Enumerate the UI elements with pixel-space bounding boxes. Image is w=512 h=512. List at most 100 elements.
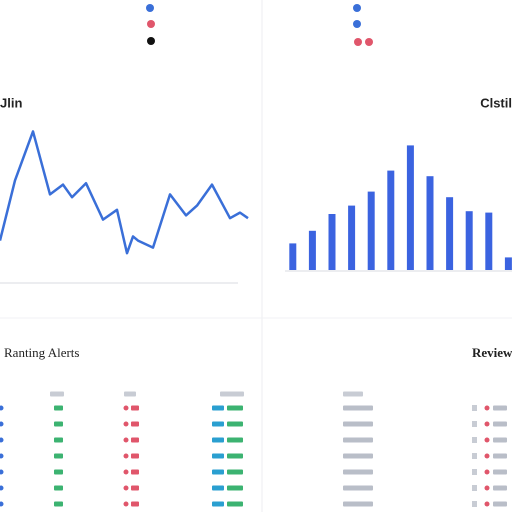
row-box xyxy=(472,453,477,459)
text-placeholder xyxy=(343,421,373,427)
row-dot xyxy=(0,421,4,427)
bar xyxy=(289,243,297,270)
legend-dot xyxy=(353,4,361,12)
text-placeholder xyxy=(124,391,136,397)
text-placeholder xyxy=(131,453,139,459)
bar xyxy=(426,176,434,270)
text-placeholder xyxy=(493,469,507,475)
text-placeholder xyxy=(343,405,373,411)
bar xyxy=(367,191,375,270)
text-placeholder xyxy=(54,437,63,443)
legend-dot xyxy=(354,38,362,46)
text-placeholder xyxy=(131,405,139,411)
legend-dot xyxy=(147,20,155,28)
text-placeholder xyxy=(227,469,243,475)
row-dot xyxy=(123,501,129,507)
text-placeholder xyxy=(54,405,63,411)
text-placeholder xyxy=(54,485,63,491)
bar xyxy=(465,211,473,270)
row-dot xyxy=(123,421,129,427)
legend-dot xyxy=(147,37,155,45)
section-title: Ranting Alerts xyxy=(4,345,79,360)
text-placeholder xyxy=(227,501,243,507)
text-placeholder xyxy=(493,421,507,427)
bar xyxy=(504,257,512,270)
row-dot xyxy=(0,469,4,475)
text-placeholder xyxy=(131,469,139,475)
text-placeholder xyxy=(212,485,224,491)
text-placeholder xyxy=(227,405,243,411)
row-box xyxy=(472,469,477,475)
row-dot xyxy=(484,437,490,443)
row-dot xyxy=(0,453,4,459)
text-placeholder xyxy=(212,405,224,411)
text-placeholder xyxy=(493,437,507,443)
text-placeholder xyxy=(227,453,243,459)
text-placeholder xyxy=(220,391,244,397)
row-dot xyxy=(484,501,490,507)
legend-dot xyxy=(365,38,373,46)
bar xyxy=(348,205,356,270)
text-placeholder xyxy=(212,453,224,459)
row-box xyxy=(472,501,477,507)
text-placeholder xyxy=(343,501,373,507)
row-dot xyxy=(123,405,129,411)
text-placeholder xyxy=(50,391,64,397)
row-dot xyxy=(123,469,129,475)
text-placeholder xyxy=(343,437,373,443)
row-dot xyxy=(0,485,4,491)
text-placeholder xyxy=(131,501,139,507)
text-placeholder xyxy=(212,501,224,507)
text-placeholder xyxy=(493,501,507,507)
text-placeholder xyxy=(131,421,139,427)
bar xyxy=(387,170,395,270)
text-placeholder xyxy=(131,485,139,491)
bar xyxy=(308,230,316,270)
chart-title: Jlin xyxy=(0,95,22,110)
section-title: Reviewu xyxy=(472,345,512,360)
row-dot xyxy=(0,501,4,507)
text-placeholder xyxy=(493,485,507,491)
text-placeholder xyxy=(343,485,373,491)
text-placeholder xyxy=(493,453,507,459)
text-placeholder xyxy=(493,405,507,411)
row-dot xyxy=(484,469,490,475)
text-placeholder xyxy=(54,501,63,507)
line-series xyxy=(0,130,249,255)
row-dot xyxy=(0,437,4,443)
row-dot xyxy=(0,405,4,411)
text-placeholder xyxy=(343,469,373,475)
text-placeholder xyxy=(212,437,224,443)
bar xyxy=(446,197,454,270)
row-box xyxy=(472,437,477,443)
row-box xyxy=(472,485,477,491)
row-dot xyxy=(484,485,490,491)
text-placeholder xyxy=(54,469,63,475)
row-dot xyxy=(123,485,129,491)
text-placeholder xyxy=(212,469,224,475)
bar xyxy=(406,145,414,270)
bar xyxy=(485,212,493,270)
row-box xyxy=(472,405,477,411)
row-box xyxy=(472,421,477,427)
bar xyxy=(328,214,336,270)
text-placeholder xyxy=(227,421,243,427)
row-dot xyxy=(484,405,490,411)
row-dot xyxy=(123,453,129,459)
legend-dot xyxy=(353,20,361,28)
text-placeholder xyxy=(54,453,63,459)
text-placeholder xyxy=(212,421,224,427)
text-placeholder xyxy=(343,391,363,397)
text-placeholder xyxy=(227,485,243,491)
row-dot xyxy=(484,421,490,427)
text-placeholder xyxy=(227,437,243,443)
chart-title: Clstil xyxy=(480,95,512,110)
text-placeholder xyxy=(131,437,139,443)
text-placeholder xyxy=(343,453,373,459)
row-dot xyxy=(484,453,490,459)
legend-dot xyxy=(146,4,154,12)
text-placeholder xyxy=(54,421,63,427)
row-dot xyxy=(123,437,129,443)
